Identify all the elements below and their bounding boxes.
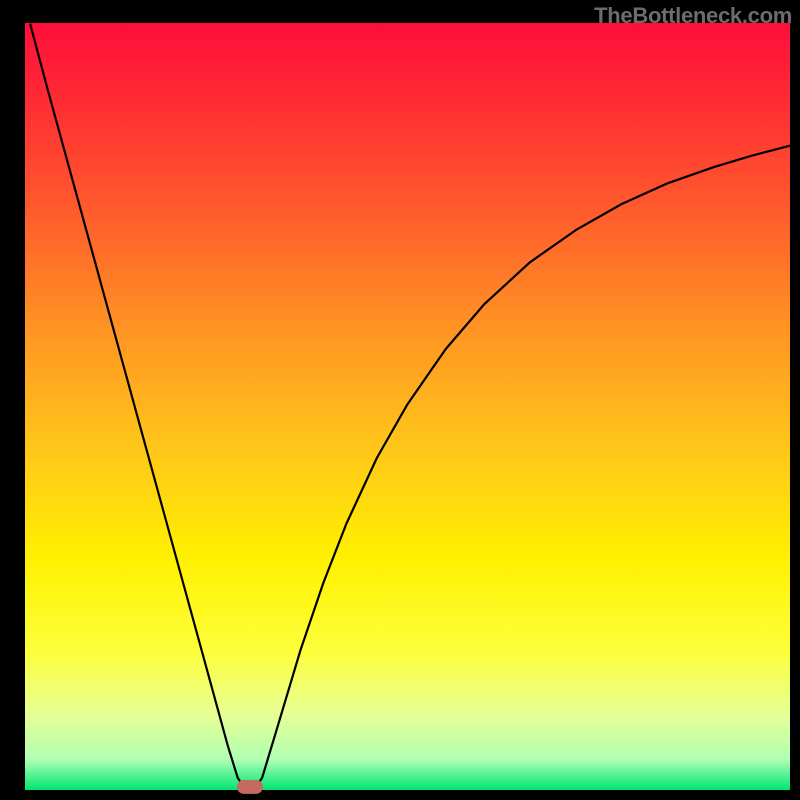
plot-background bbox=[25, 23, 790, 790]
chart-container: TheBottleneck.com bbox=[0, 0, 800, 800]
optimal-point-marker bbox=[237, 780, 263, 794]
bottleneck-chart-svg bbox=[0, 0, 800, 800]
watermark-text: TheBottleneck.com bbox=[594, 3, 792, 29]
